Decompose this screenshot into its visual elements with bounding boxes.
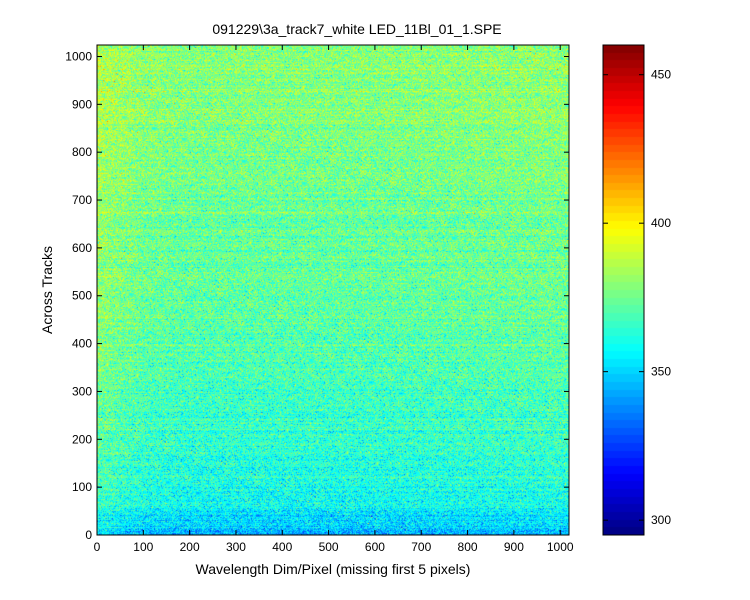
- colorbar-tick-label: 400: [651, 216, 671, 230]
- y-tick-label: 400: [72, 337, 92, 351]
- colorbar-tick-label: 300: [651, 513, 671, 527]
- plot-frame: [96, 44, 570, 536]
- heatmap-image: [97, 45, 569, 535]
- x-tick-label: 900: [504, 540, 524, 554]
- x-tick-label: 400: [272, 540, 292, 554]
- x-tick-label: 600: [365, 540, 385, 554]
- colorbar-tick-label: 450: [651, 68, 671, 82]
- y-axis-ticks: 0 100 200 300 400 500 600 700 800 900 1000: [65, 49, 569, 542]
- colorbar-frame: [602, 44, 645, 536]
- x-axis-label: Wavelength Dim/Pixel (missing first 5 pi…: [196, 561, 471, 577]
- x-tick-label: 800: [458, 540, 478, 554]
- x-tick-label: 200: [180, 540, 200, 554]
- y-tick-label: 500: [72, 289, 92, 303]
- y-tick-label: 100: [72, 480, 92, 494]
- colorbar-image: [603, 45, 644, 535]
- y-tick-label: 300: [72, 384, 92, 398]
- y-tick-label: 600: [72, 241, 92, 255]
- y-tick-label: 200: [72, 432, 92, 446]
- x-tick-label: 100: [133, 540, 153, 554]
- y-tick-label: 700: [72, 193, 92, 207]
- colorbar-tick-label: 350: [651, 365, 671, 379]
- y-tick-label: 800: [72, 145, 92, 159]
- x-tick-label: 1000: [547, 540, 574, 554]
- chart-title: 091229\3a_track7_white LED_11Bl_01_1.SPE: [212, 21, 501, 37]
- y-tick-label: 0: [85, 528, 92, 542]
- x-axis-ticks: 0 100 200 300 400 500 600 700 800 900 1000: [94, 45, 574, 554]
- x-tick-label: 700: [411, 540, 431, 554]
- colorbar-ticks: 300 350 400 450: [603, 68, 671, 527]
- x-tick-label: 500: [319, 540, 339, 554]
- y-tick-label: 1000: [65, 49, 92, 63]
- y-axis-label: Across Tracks: [39, 246, 55, 334]
- colorbar: 300 350 400 450: [602, 44, 671, 536]
- x-tick-label: 0: [94, 540, 101, 554]
- y-tick-label: 900: [72, 97, 92, 111]
- plot-area: 0 100 200 300 400 500 600 700 800 900 1000 0 100 200…: [65, 44, 574, 554]
- x-tick-label: 300: [226, 540, 246, 554]
